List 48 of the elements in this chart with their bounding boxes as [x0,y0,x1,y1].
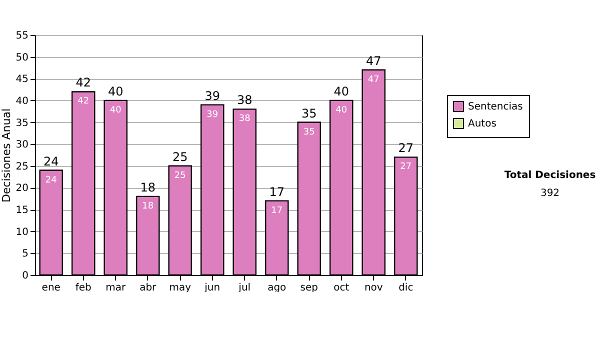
total-label: 35 [301,106,317,120]
y-tick-label: 20 [16,183,28,194]
total-label: 18 [140,180,156,194]
data-label: 17 [271,206,283,216]
total-label: 42 [76,76,92,90]
y-axis-title: Decisiones Anual [0,108,13,203]
total-label: 38 [236,93,252,108]
data-label: 24 [45,175,58,186]
x-tick-label: nov [364,282,383,294]
data-label: 40 [336,105,348,116]
data-label: 47 [368,74,380,85]
data-label: 35 [303,127,315,138]
data-label: 27 [400,162,412,172]
data-label: 38 [238,114,251,124]
x-tick-label: oct [334,282,350,294]
total-label: 25 [172,150,188,164]
text: Total Decisiones [503,170,597,181]
y-tick-label: 5 [22,248,28,260]
total-label: 24 [43,154,59,168]
y-tick-label: 55 [16,30,28,42]
total-label: 39 [204,88,220,103]
data-label: 18 [142,201,154,212]
data-label: 25 [174,170,186,181]
data-label: 39 [206,110,218,120]
y-tick-label: 45 [16,74,28,86]
x-tick-label: mar [106,282,126,294]
total-label: 40 [108,84,124,98]
y-tick-label: 25 [16,161,28,172]
y-tick-label: 50 [16,52,28,64]
x-tick-label: abr [140,282,158,294]
y-tick-label: 30 [16,140,28,151]
x-tick-label: dic [398,282,414,294]
total-label: 40 [334,84,350,98]
text: 392 [539,188,561,199]
data-label: 40 [110,105,122,116]
y-tick-label: 35 [16,118,28,129]
y-tick-label: 40 [16,96,28,107]
total-label: 17 [269,184,285,199]
data-label: 42 [78,96,90,107]
legend-label: Sentencias [468,102,523,112]
total-label: 27 [398,141,414,156]
total-label: 47 [366,54,382,68]
legend-label: Autos [468,118,496,130]
y-tick-label: 10 [16,226,28,238]
y-tick-label: 15 [16,205,28,216]
x-tick-label: feb [75,282,92,294]
y-tick-label: 0 [22,270,28,282]
x-tick-label: ene [42,282,60,294]
